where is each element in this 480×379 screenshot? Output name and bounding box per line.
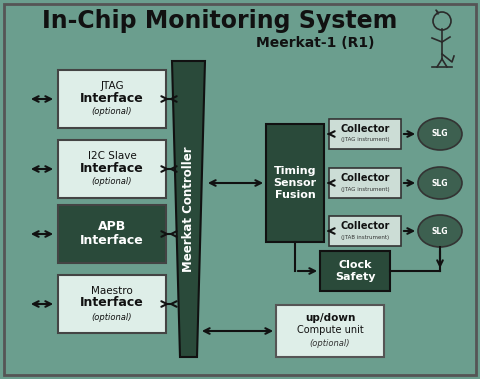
Text: (JTAG instrument): (JTAG instrument) [341,186,389,191]
FancyBboxPatch shape [329,216,401,246]
Text: (optional): (optional) [92,313,132,321]
Text: Meerkat Controller: Meerkat Controller [182,146,195,272]
Text: Interface: Interface [80,91,144,105]
Text: (JTAB instrument): (JTAB instrument) [341,235,389,240]
Text: Collector: Collector [340,124,390,134]
Text: Collector: Collector [340,173,390,183]
Text: Maestro: Maestro [91,286,133,296]
Ellipse shape [418,167,462,199]
Text: Interface: Interface [80,296,144,310]
Text: (optional): (optional) [92,108,132,116]
Text: up/down: up/down [305,313,355,323]
FancyBboxPatch shape [58,205,166,263]
Text: SLG: SLG [432,130,448,138]
Text: Clock
Safety: Clock Safety [335,260,375,282]
Text: JTAG: JTAG [100,81,124,91]
FancyBboxPatch shape [320,251,390,291]
FancyBboxPatch shape [276,305,384,357]
Ellipse shape [418,118,462,150]
Text: Meerkat-1 (R1): Meerkat-1 (R1) [256,36,374,50]
Ellipse shape [418,215,462,247]
Text: SLG: SLG [432,179,448,188]
Text: In-Chip Monitoring System: In-Chip Monitoring System [42,9,398,33]
Text: SLG: SLG [432,227,448,235]
Polygon shape [172,61,205,357]
Text: (optional): (optional) [310,338,350,348]
Text: (JTAG instrument): (JTAG instrument) [341,138,389,143]
Text: Timing
Sensor
Fusion: Timing Sensor Fusion [274,166,317,200]
Text: Interface: Interface [80,161,144,174]
Text: Interface: Interface [80,235,144,247]
FancyBboxPatch shape [58,70,166,128]
FancyBboxPatch shape [329,168,401,198]
FancyBboxPatch shape [4,4,476,375]
FancyBboxPatch shape [329,119,401,149]
Text: Collector: Collector [340,221,390,231]
Text: Compute unit: Compute unit [297,325,363,335]
Text: I2C Slave: I2C Slave [88,151,136,161]
FancyBboxPatch shape [58,275,166,333]
Text: APB: APB [98,221,126,233]
FancyBboxPatch shape [58,140,166,198]
FancyBboxPatch shape [266,124,324,242]
Text: (optional): (optional) [92,177,132,186]
